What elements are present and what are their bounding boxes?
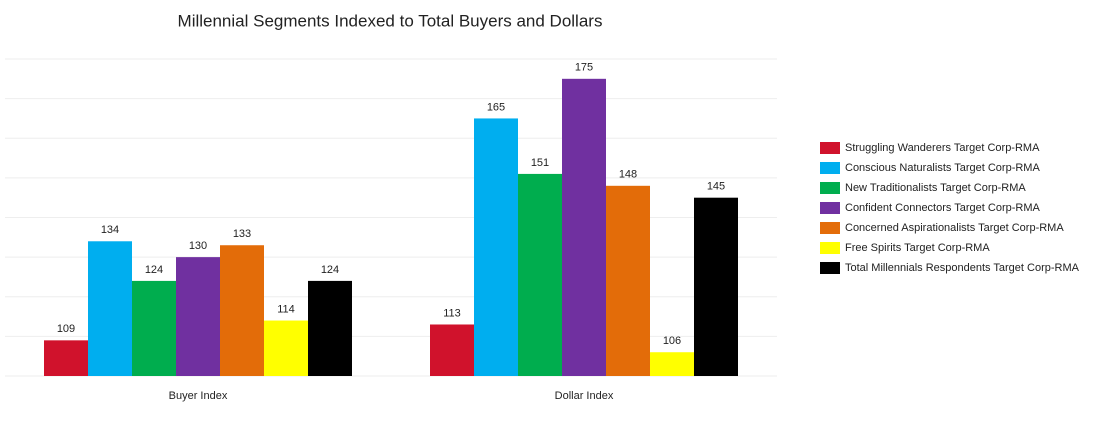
value-label: 113	[443, 307, 461, 319]
value-label: 114	[277, 303, 295, 315]
value-label: 124	[145, 264, 163, 276]
value-label: 133	[233, 228, 251, 240]
x-tick-label: Dollar Index	[555, 390, 614, 402]
bar	[176, 257, 220, 376]
value-label: 124	[321, 264, 339, 276]
value-label: 148	[619, 169, 637, 181]
legend-label: Conscious Naturalists Target Corp-RMA	[845, 162, 1040, 174]
value-label: 145	[707, 181, 725, 193]
legend-swatch	[820, 222, 840, 234]
value-label: 130	[189, 240, 207, 252]
bar	[264, 320, 308, 376]
legend-label: Concerned Aspirationalists Target Corp-R…	[845, 222, 1064, 234]
value-label: 165	[487, 101, 505, 113]
bar	[518, 173, 562, 376]
bar	[430, 324, 474, 376]
x-tick-label: Buyer Index	[169, 390, 228, 402]
legend-label: New Traditionalists Target Corp-RMA	[845, 182, 1026, 194]
value-label: 151	[531, 157, 549, 169]
legend-label: Struggling Wanderers Target Corp-RMA	[845, 142, 1040, 154]
legend-swatch	[820, 262, 840, 274]
value-label: 134	[101, 224, 119, 236]
bar	[44, 340, 88, 376]
legend-label: Free Spirits Target Corp-RMA	[845, 242, 990, 254]
legend-swatch	[820, 142, 840, 154]
bar	[650, 352, 694, 376]
legend-swatch	[820, 242, 840, 254]
legend-swatch	[820, 202, 840, 214]
value-label: 175	[575, 62, 593, 74]
bar	[308, 280, 352, 376]
bar	[562, 78, 606, 376]
bar	[132, 280, 176, 376]
chart-title: Millennial Segments Indexed to Total Buy…	[178, 11, 603, 30]
value-label: 109	[57, 323, 75, 335]
bar	[220, 245, 264, 376]
bar	[694, 197, 738, 376]
legend-swatch	[820, 182, 840, 194]
legend-label: Total Millennials Respondents Target Cor…	[845, 262, 1080, 274]
legend-label: Confident Connectors Target Corp-RMA	[845, 202, 1040, 214]
legend-swatch	[820, 162, 840, 174]
value-label: 106	[663, 335, 681, 347]
bar	[88, 241, 132, 376]
bar	[606, 185, 650, 376]
bar	[474, 118, 518, 376]
